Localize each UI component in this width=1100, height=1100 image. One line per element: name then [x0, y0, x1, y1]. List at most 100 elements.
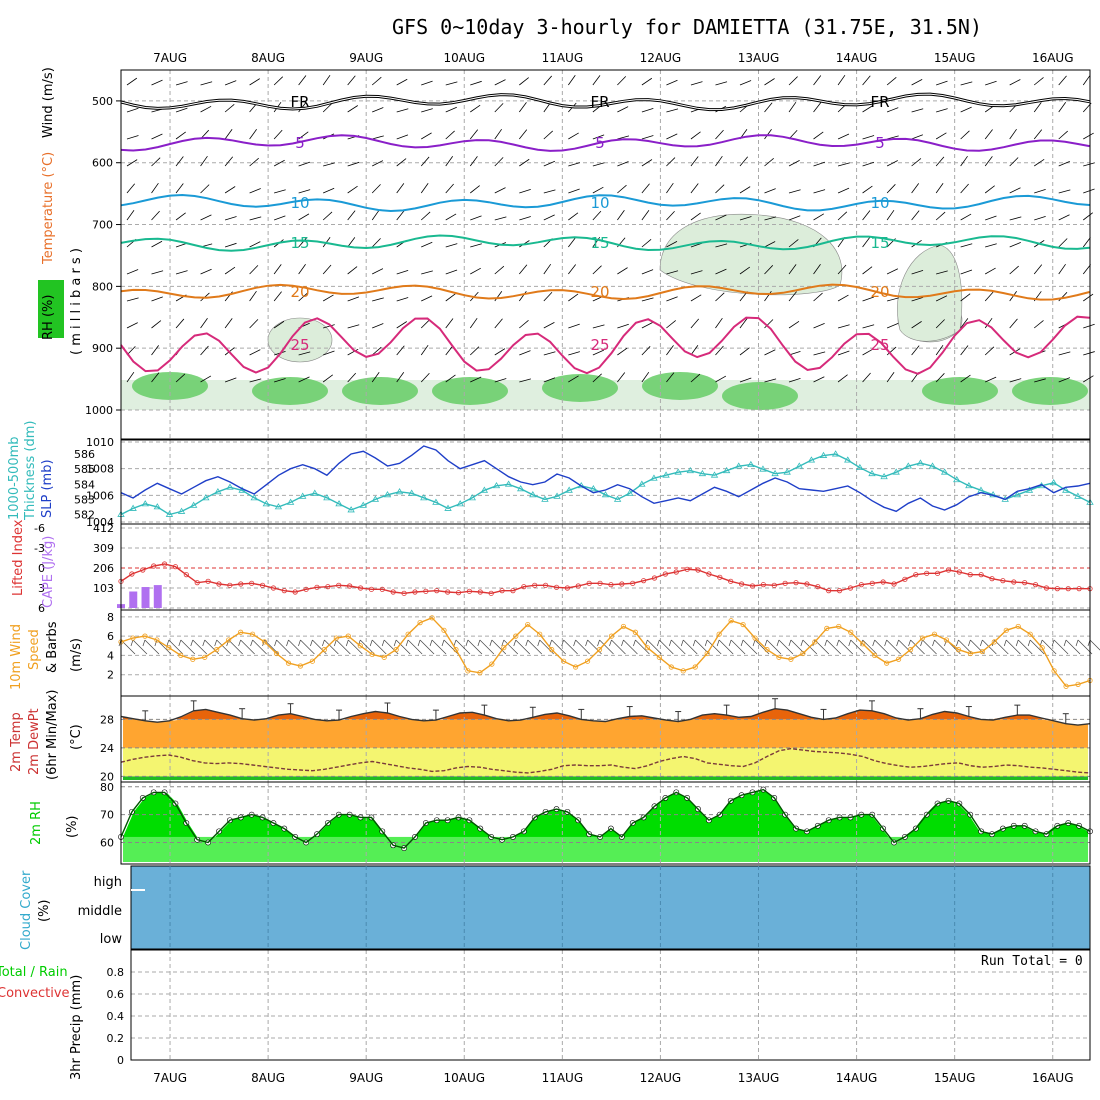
wind-barb [862, 266, 873, 275]
wind10-barb [1029, 639, 1045, 655]
wind-barb [715, 317, 723, 329]
wind-barb [813, 376, 825, 383]
wind10-barb [371, 639, 387, 655]
wind-barb [715, 129, 724, 140]
thickness-point [141, 500, 149, 507]
wind10-tick-label: 2 [107, 669, 114, 682]
wind-barb [886, 209, 895, 221]
wind-barb [371, 238, 381, 248]
wind-barb [347, 266, 358, 275]
rh2m-label: 2m RH [29, 801, 44, 845]
wind-barb [224, 318, 233, 329]
wind10-barb-flag [310, 639, 313, 647]
wind10-barb-flag [214, 639, 218, 647]
wind10-point [489, 661, 495, 667]
wind10-barb [1006, 639, 1021, 655]
wind-barb [396, 78, 408, 86]
wind-barb [666, 157, 676, 167]
pressure-axis: 500 600 700 800 900 1000 [85, 95, 121, 417]
cape-lifted-panel: -6 -3 0 3 6 412 309 206 103 Lifted Index CAPE (… [11, 519, 1093, 615]
wind10-barb [467, 639, 483, 655]
wind10-speed-label: Speed [27, 629, 42, 670]
wind10-point [632, 629, 639, 635]
rh2m-series [118, 786, 1093, 851]
wind10-barb [276, 639, 291, 655]
wind-barb [372, 297, 384, 302]
precip-conv-label: Convective [0, 986, 70, 1001]
wind-barb [420, 319, 431, 329]
isotherm-label: 20 [870, 283, 889, 301]
wind-barb [739, 80, 752, 86]
wind10-barb [515, 639, 531, 655]
wind10-point [620, 623, 627, 630]
isotherm-label: 10 [870, 194, 889, 212]
wind-barb [935, 373, 945, 383]
wind10-barb-flag [322, 639, 325, 647]
wind-barb [960, 374, 971, 383]
wind-barb [936, 270, 948, 275]
wind10-barb [491, 639, 507, 655]
wind-barb [690, 183, 699, 194]
isotherm-15 [120, 234, 1090, 252]
wind-barb [224, 129, 233, 140]
wind-barb [151, 345, 159, 356]
wind-barb [960, 213, 972, 221]
wind10-point [321, 647, 327, 653]
lifted-tick-label: 3 [38, 582, 45, 595]
precip-tick-label: 0.8 [107, 966, 125, 979]
wind10-barb [778, 639, 794, 655]
wind-barb [911, 134, 923, 140]
wind-barb [862, 348, 874, 356]
wind10-barb [730, 639, 746, 655]
wind-barb [323, 162, 335, 167]
wind-barb [518, 264, 528, 275]
wind-barb [837, 294, 849, 302]
temp-fill [123, 708, 1088, 780]
wind-barb [420, 182, 429, 194]
isotherm-label: 5 [595, 134, 605, 152]
wind-barb [739, 347, 750, 356]
wind10-barb-flag [441, 639, 445, 647]
isotherm-label: 25 [870, 336, 889, 354]
thickness-label: 1000-500mb [7, 436, 22, 520]
wind-barb [960, 155, 968, 167]
wind10-barb [706, 639, 722, 655]
isotherm-label: 20 [590, 283, 609, 301]
lifted-tick-label: 6 [38, 602, 45, 615]
wind10-barb-flag [836, 639, 840, 647]
wind-barb [617, 135, 630, 140]
wind10-barb [1017, 639, 1033, 655]
wind-barb [788, 159, 800, 167]
isotherm-label: 5 [295, 134, 305, 152]
wind10-tick-label: 4 [107, 649, 114, 662]
wind10-barb [180, 639, 196, 655]
wind10-barb [407, 639, 423, 655]
wind10-barb [395, 639, 411, 655]
wind10-barb-flag [1027, 639, 1031, 647]
wind-barb [519, 188, 531, 194]
wind10-barb [718, 639, 734, 655]
wind-barb [494, 187, 506, 194]
wind-barb [421, 132, 432, 140]
wind10-barb-flag [1051, 639, 1055, 647]
wind10-point [357, 643, 363, 649]
wind-barb [837, 324, 850, 329]
rh2m-unit: (%) [65, 816, 80, 839]
isotherm-label: 25 [290, 336, 309, 354]
wind-barb [984, 156, 993, 167]
wind-barb [249, 129, 257, 140]
wind10-barb-flag [405, 639, 409, 647]
wind-barb [764, 265, 774, 275]
rh2m-tick-label: 70 [100, 809, 114, 822]
wind10-point [537, 631, 543, 637]
wind10-barb-flag [142, 639, 146, 647]
wind-barb [984, 317, 993, 329]
cape-axis: 412 309 206 103 [93, 522, 114, 595]
wind-barb [494, 265, 505, 275]
wind-barb [715, 214, 727, 221]
cloud-level-high: high [94, 875, 122, 890]
wind-barb [592, 162, 605, 167]
wind-barb [323, 324, 335, 329]
wind-barb [543, 189, 556, 194]
rh-shade-blob [432, 377, 508, 405]
